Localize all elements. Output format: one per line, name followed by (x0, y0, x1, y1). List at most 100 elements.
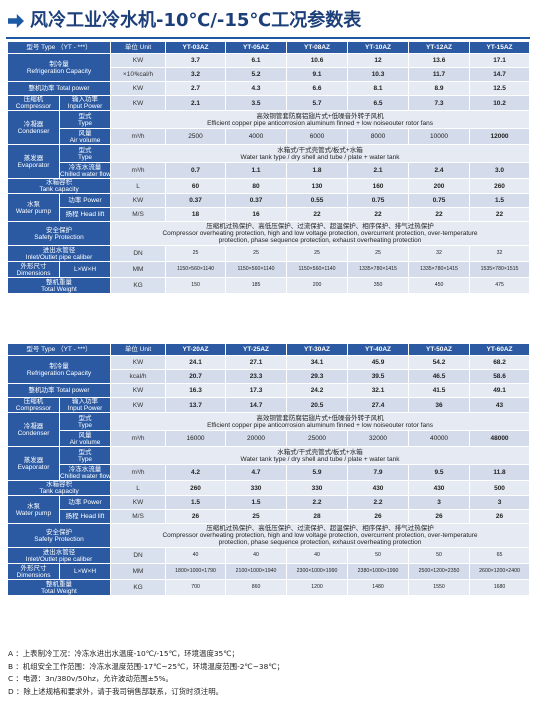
unit-cell: DN (110, 547, 167, 564)
value-cell: 8000 (347, 128, 410, 145)
tank-label: 水箱容积 Tank capacity (6, 480, 112, 496)
unit-cell: KW (110, 95, 167, 111)
value-cell: 430 (347, 480, 410, 496)
unit-cell: M/S (110, 509, 167, 524)
table-row: 冷凝器 Condenser 型式 Type 高效铜管套防腐铝翅片式+低噪音外转子风机… (7, 110, 531, 145)
power-label: 整机功率 Total power (6, 81, 112, 96)
value-cell: 26 (347, 509, 410, 524)
value-cell: 12 (347, 53, 410, 68)
input-power-label: 输入功率 Input Power (58, 95, 112, 111)
value-cell: 16000 (165, 430, 227, 447)
unit-cell: DN (110, 245, 167, 262)
value-cell: 5.7 (286, 95, 349, 111)
value-cell: 11.8 (469, 464, 531, 481)
value-cell: 330 (286, 480, 349, 496)
table-row: 整机功率 Total power KW 16.3 17.3 24.2 32.1 … (6, 383, 531, 398)
table-row: 水箱容积 Tank capacity L 60 80 130 160 200 26… (6, 178, 531, 194)
condenser-type-value: 高效铜管套防腐铝翅片式+低噪音外转子风机 Efficient copper pip… (110, 110, 531, 129)
value-cell: 6.1 (225, 53, 288, 68)
condenser-label: 冷凝器 Condenser (7, 412, 60, 447)
weight-label: 整机重量 Total Weight (6, 579, 112, 596)
type-label: 型式 Type (58, 412, 112, 431)
value-cell: 41.5 (408, 383, 471, 398)
table-row: 进出水管径 Inlet/Outlet pipe caliber DN 40 40 … (6, 547, 531, 564)
model-cell: YT-05AZ (225, 41, 288, 54)
value-cell: 25 (347, 245, 410, 262)
value-cell: 4.3 (225, 81, 288, 96)
table-row: 压缩机 Compressor 输入功率 Input Power KW 2.1 3.5… (7, 95, 531, 111)
value-cell: 58.6 (469, 369, 531, 384)
value-cell: 39.5 (347, 369, 410, 384)
value-cell: 10.2 (469, 95, 531, 111)
value-cell: 150 (165, 277, 227, 294)
value-cell: 2.1 (165, 95, 227, 111)
header-row: 型号 Type （YT - ***） 单位 Unit YT-20AZ YT-25… (6, 343, 531, 356)
value-cell: 3.0 (469, 162, 531, 179)
value-cell: 2.2 (286, 495, 349, 510)
value-cell: 860 (225, 579, 288, 596)
evaporator-label: 蒸发器 Evaporator (7, 144, 60, 179)
value-cell: 450 (408, 277, 471, 294)
title-bar: 风冷工业冷水机-10℃/-15℃工况参数表 (6, 8, 530, 39)
value-cell: 475 (469, 277, 531, 294)
value-cell: 32.1 (347, 383, 410, 398)
table-row: 水箱容积 Tank capacity L 260 330 330 430 430 … (6, 480, 531, 496)
table-row: 水泵 Water pump 功率 Power KW 0.37 0.37 0.55 … (7, 193, 531, 222)
table-row: 风量 Air volume m³/h 2500 4000 6000 8000 10… (8, 128, 531, 145)
value-cell: 200 (286, 277, 349, 294)
model-cell: YT-40AZ (347, 343, 410, 356)
value-cell: 26 (165, 509, 227, 524)
compressor-label: 压缩机 Compressor (7, 95, 60, 111)
unit-cell: KW (110, 397, 167, 413)
tank-label: 水箱容积 Tank capacity (6, 178, 112, 194)
value-cell: 2380×1000×1990 (347, 563, 410, 580)
pump-power-label: 功率 Power (58, 193, 112, 208)
unit-cell: MM (110, 261, 167, 278)
weight-label: 整机重量 Total Weight (6, 277, 112, 294)
value-cell: 4.2 (165, 464, 227, 481)
value-cell: 200 (408, 178, 471, 194)
value-cell: 25000 (286, 430, 349, 447)
value-cell: 5.2 (225, 67, 288, 82)
value-cell: 40000 (408, 430, 471, 447)
pump-power-label: 功率 Power (58, 495, 112, 510)
unit-cell: KG (110, 579, 167, 596)
table-row: 整机功率 Total power KW 2.7 4.3 6.6 8.1 8.9 … (6, 81, 531, 96)
title-underline (6, 37, 530, 39)
value-cell: 330 (225, 480, 288, 496)
model-cell: YT-10AZ (347, 41, 410, 54)
value-cell: 2600×1200×2400 (469, 563, 531, 580)
header-row: 型号 Type （YT - ***） 单位 Unit YT-03AZ YT-05… (6, 41, 531, 54)
value-cell: 10000 (408, 128, 471, 145)
unit-cell: KW (110, 81, 167, 96)
unit-cell: KW (110, 53, 167, 68)
pipe-label: 进出水管径 Inlet/Outlet pipe caliber (6, 245, 112, 262)
unit-cell: M/S (110, 207, 167, 222)
chilled-flow-label: 冷冻水流量 Chilled water flow (58, 464, 112, 481)
value-cell: 20.7 (165, 369, 227, 384)
unit-cell: KW (110, 193, 167, 208)
value-cell: 80 (225, 178, 288, 194)
value-cell: 1550 (408, 579, 471, 596)
value-cell: 185 (225, 277, 288, 294)
value-cell: 50 (408, 547, 471, 564)
value-cell: 20.5 (286, 397, 349, 413)
value-cell: 7.9 (347, 464, 410, 481)
value-cell: 1.5 (225, 495, 288, 510)
unit-cell: m³/h (110, 128, 167, 145)
page-title: 风冷工业冷水机-10℃/-15℃工况参数表 (30, 10, 362, 31)
unit-cell: m³/h (110, 430, 167, 447)
table-row: 扬程 Head lift M/S 18 16 22 22 22 22 (8, 207, 531, 222)
value-cell: 6.6 (286, 81, 349, 96)
value-cell: 16.3 (165, 383, 227, 398)
table-row: 冷冻水流量 Chilled water flow m³/h 4.2 4.7 5.9… (8, 464, 531, 481)
table-row: 安全保护 Safety Protection 压缩机过热保护、高低压保护、过流保护… (6, 523, 531, 548)
value-cell: 0.37 (165, 193, 227, 208)
value-cell: 9.1 (286, 67, 349, 82)
value-cell: 1335×780×1415 (408, 261, 471, 278)
value-cell: 4000 (225, 128, 288, 145)
value-cell: 65 (469, 547, 531, 564)
value-cell: 5.9 (286, 464, 349, 481)
value-cell: 0.37 (225, 193, 288, 208)
value-cell: 26 (469, 509, 531, 524)
